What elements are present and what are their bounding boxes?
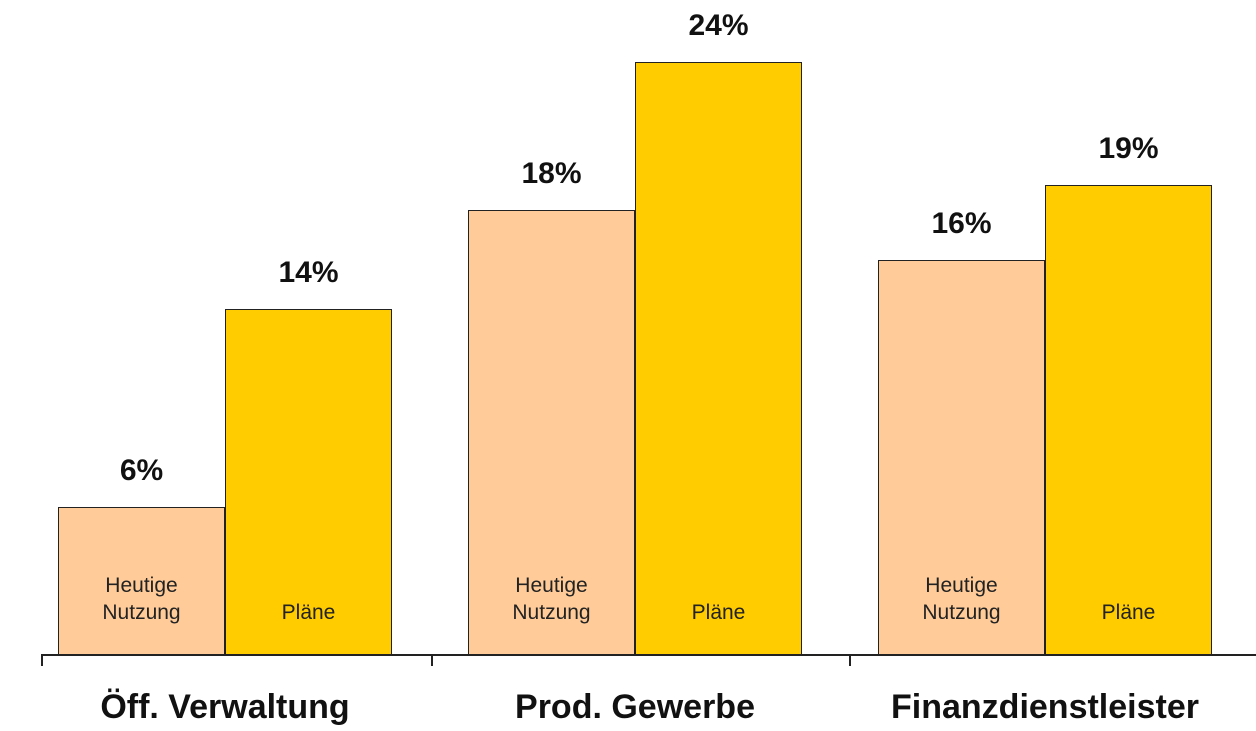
series-name: Pläne — [281, 600, 336, 624]
x-axis-tick — [849, 654, 851, 666]
series-name: Heutige Nutzung — [922, 573, 1001, 624]
series-name: Heutige Nutzung — [102, 573, 181, 624]
data-label: 18% — [521, 157, 582, 191]
series-name: Pläne — [691, 600, 746, 624]
series-label: Heutige Nutzung — [879, 261, 1044, 654]
data-label: 19% — [1098, 132, 1159, 166]
x-tick-label: Öff. Verwaltung — [100, 688, 350, 726]
x-axis-tick — [431, 654, 433, 666]
series-label: Heutige Nutzung — [59, 508, 224, 654]
bar: Heutige Nutzung — [468, 210, 635, 655]
x-tick-label: Prod. Gewerbe — [515, 688, 755, 726]
series-label: Heutige Nutzung — [469, 211, 634, 654]
data-label: 14% — [278, 255, 339, 289]
x-axis-line — [42, 654, 1256, 656]
data-label: 6% — [119, 453, 164, 487]
bar: Heutige Nutzung — [878, 259, 1045, 655]
bar: Pläne — [1045, 185, 1212, 655]
series-label: Pläne — [1046, 186, 1211, 654]
bar: Pläne — [225, 308, 392, 655]
data-label: 16% — [931, 206, 992, 240]
series-name: Heutige Nutzung — [512, 573, 591, 624]
series-label: Pläne — [636, 63, 801, 654]
bar: Pläne — [635, 61, 802, 655]
series-name: Pläne — [1101, 600, 1156, 624]
bar: Heutige Nutzung — [58, 506, 225, 655]
series-label: Pläne — [226, 310, 391, 654]
x-axis-tick — [41, 654, 43, 666]
x-tick-label: Finanzdienstleister — [891, 688, 1199, 726]
data-label: 24% — [688, 8, 749, 42]
